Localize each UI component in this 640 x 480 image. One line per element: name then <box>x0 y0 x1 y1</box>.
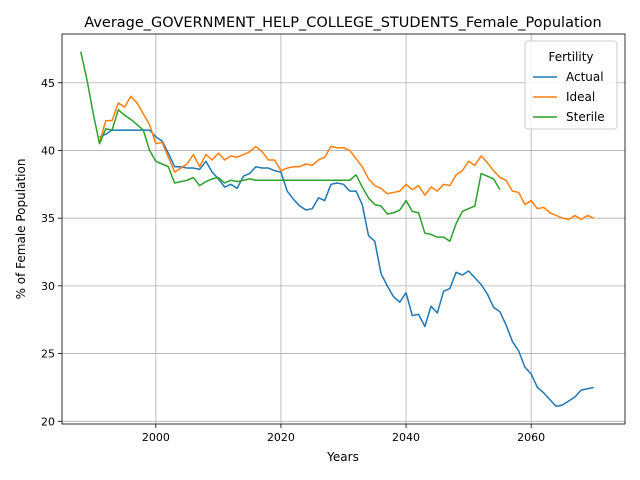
axes-frame <box>61 33 626 425</box>
y-tick-label: 40 <box>41 144 55 157</box>
y-tick-label: 25 <box>41 348 55 361</box>
legend-box <box>524 40 618 130</box>
series-lines <box>80 51 595 408</box>
chart-title: Average_GOVERNMENT_HELP_COLLEGE_STUDENTS… <box>84 15 601 31</box>
legend-title: Fertility <box>548 50 593 64</box>
y-tick-label: 35 <box>41 212 55 225</box>
series-line-ideal <box>98 95 595 221</box>
y-tick-label: 30 <box>41 280 55 293</box>
legend-entries: Actual Ideal Sterile <box>533 70 605 124</box>
x-axis-label: Years <box>326 450 359 464</box>
y-axis-label: % of Female Population <box>14 159 28 300</box>
x-tick-label: 2000 <box>142 431 170 444</box>
y-tick-label: 45 <box>41 77 55 90</box>
axis-ticks: 2000 2020 2040 2060 20 25 30 35 40 45 <box>41 77 545 444</box>
legend-label-sterile: Sterile <box>566 110 605 124</box>
legend-label-actual: Actual <box>566 70 604 84</box>
x-tick-label: 2060 <box>517 431 545 444</box>
x-tick-label: 2020 <box>267 431 295 444</box>
y-tick-label: 20 <box>41 415 55 428</box>
legend-label-ideal: Ideal <box>566 90 595 104</box>
legend: Fertility Actual Ideal Sterile <box>524 40 618 130</box>
series-line-sterile <box>80 51 501 242</box>
x-tick-label: 2040 <box>392 431 420 444</box>
